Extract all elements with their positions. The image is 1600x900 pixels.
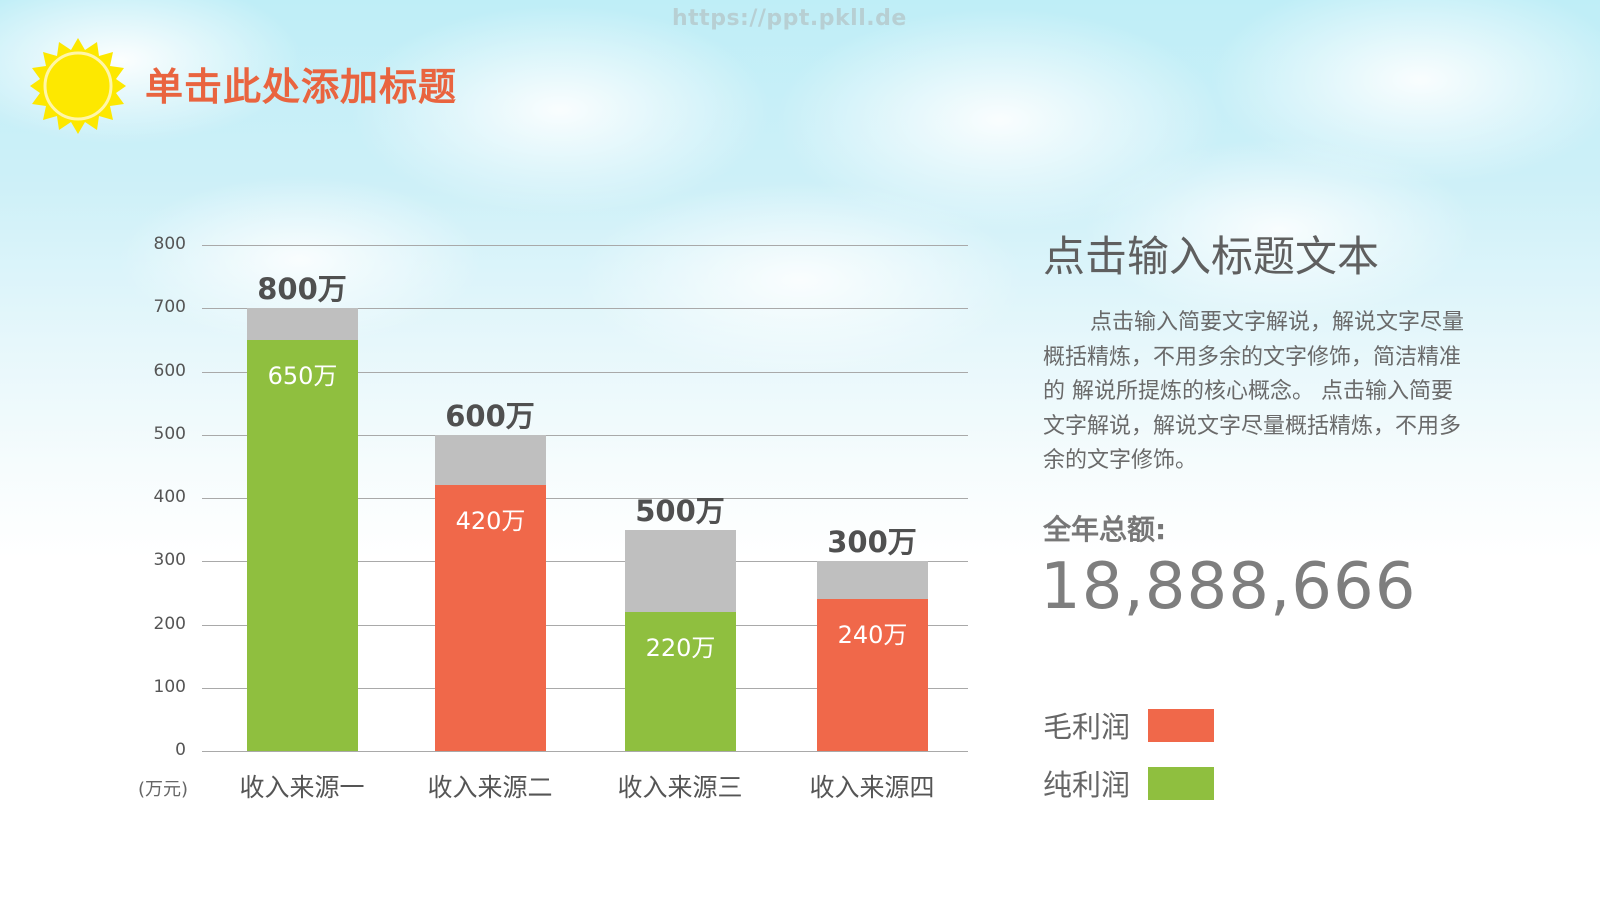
gridline: [202, 371, 968, 373]
legend-swatch-net-profit: [1148, 766, 1215, 800]
gridline: [202, 308, 968, 310]
side-description[interactable]: 点击输入简要文字解说，解说文字尽量概括精炼，不用多余的文字修饰，简洁精准的 解说…: [1043, 310, 1465, 473]
gridline: [202, 624, 968, 626]
legend-item-net-profit: 纯利润: [1043, 762, 1215, 804]
gridline: [202, 498, 968, 499]
y-axis-unit: (万元): [138, 779, 189, 800]
bar-chart: (万元) 0 100 200 300 400 500 600 700 800 650万 800万收入…: [130, 230, 990, 830]
y-tick-label: 400: [153, 487, 186, 507]
y-tick-label: 800: [153, 234, 186, 254]
y-tick-label: 600: [153, 360, 186, 381]
y-tick-label: 500: [153, 423, 186, 444]
bar-top-label: 800万: [257, 272, 347, 307]
bar-inner-label: 420万: [455, 507, 526, 536]
bar-3[interactable]: 220万: [625, 529, 736, 751]
legend-label: 毛利润: [1043, 710, 1131, 744]
y-tick-label: 700: [153, 297, 186, 318]
page-title[interactable]: 单击此处添加标题: [145, 65, 458, 109]
legend-item-gross-profit: 毛利润: [1043, 704, 1215, 746]
bar-inner-label: 220万: [645, 633, 716, 662]
watermark: https://ppt.pkll.de: [672, 6, 907, 31]
gridline: [202, 687, 968, 689]
bar-profit-segment: [435, 485, 546, 751]
sun-icon: [30, 38, 126, 134]
x-category-label: 收入来源三: [617, 773, 743, 802]
bar-2[interactable]: 420万: [435, 434, 546, 751]
gridline: [202, 434, 968, 436]
x-category-label: 收入来源一: [239, 773, 365, 802]
bar-top-label: 300万: [827, 525, 917, 560]
y-tick-label: 200: [153, 613, 186, 634]
bar-inner-label: 650万: [267, 361, 338, 390]
y-tick-label: 0: [175, 740, 186, 760]
bar-profit-segment: [817, 599, 928, 751]
x-category-label: 收入来源二: [427, 773, 553, 802]
bar-inner-label: 240万: [837, 621, 908, 650]
bar-top-label: 500万: [635, 493, 725, 528]
side-title[interactable]: 点击输入标题文本: [1043, 232, 1380, 281]
bar-4[interactable]: 240万: [817, 561, 928, 751]
y-tick-label: 100: [153, 676, 186, 697]
gridline: [202, 751, 968, 752]
bar-profit-segment: [625, 611, 736, 751]
x-category-label: 收入来源四: [809, 773, 935, 802]
bar-1[interactable]: 650万: [247, 308, 358, 751]
total-label: 全年总额:: [1043, 513, 1167, 546]
gridline: [202, 245, 968, 246]
legend-label: 纯利润: [1043, 768, 1131, 802]
total-value: 18,888,666: [1040, 550, 1417, 624]
bar-profit-segment: [247, 339, 358, 751]
y-tick-label: 300: [153, 550, 186, 571]
legend-swatch-gross-profit: [1148, 708, 1215, 742]
bar-top-label: 600万: [445, 398, 535, 433]
gridline: [202, 561, 968, 563]
